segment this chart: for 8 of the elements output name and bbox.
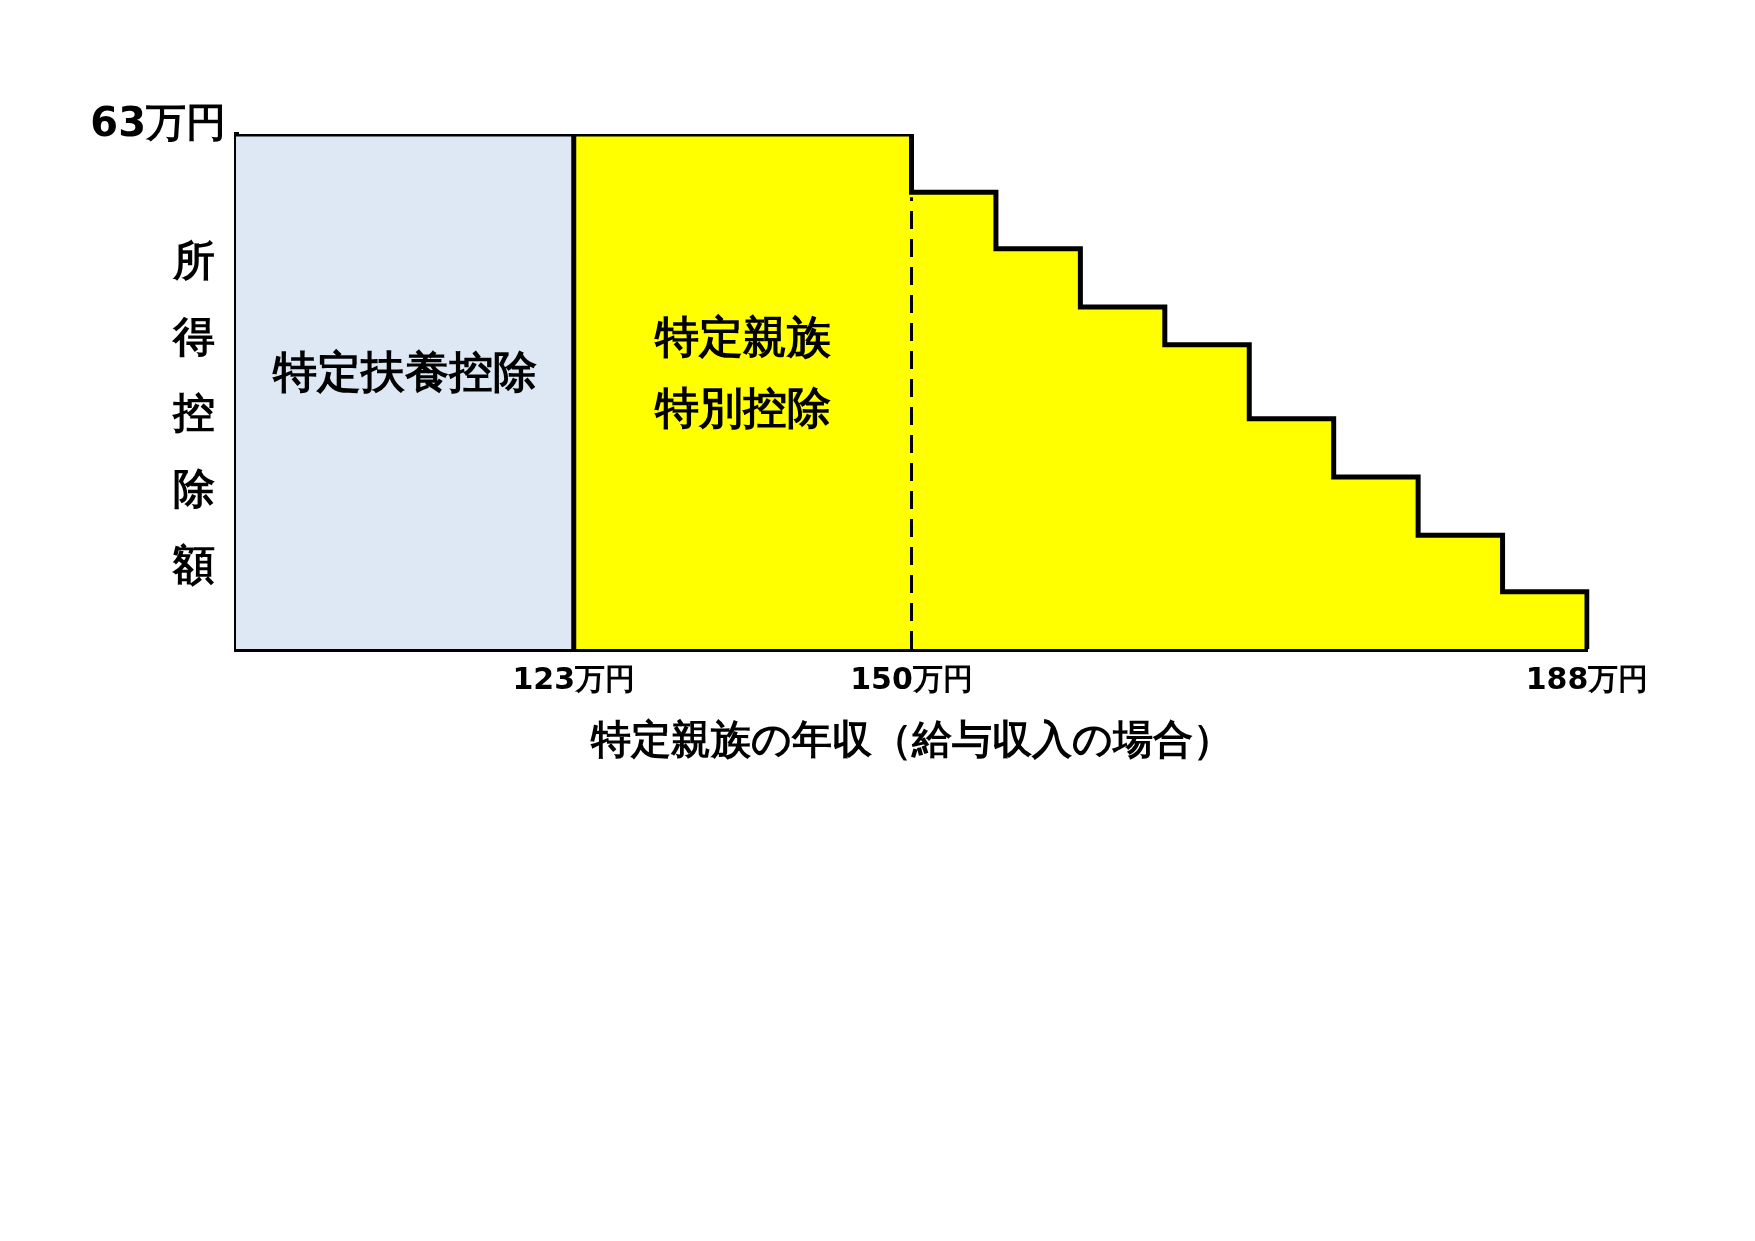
series-label: 特定扶養控除 [271,346,537,398]
x-tick-label: 188万円 [1525,660,1649,696]
x-axis-title: 特定親族の年収（給与収入の場合） [589,716,1233,763]
x-tick-label: 150万円 [850,660,973,696]
text: 63万円 [90,99,226,146]
y-axis-title: 所得控除額 [171,236,215,590]
series-label: 特定親族特別控除 [653,311,832,433]
x-tick-label: 123万円 [512,660,636,696]
